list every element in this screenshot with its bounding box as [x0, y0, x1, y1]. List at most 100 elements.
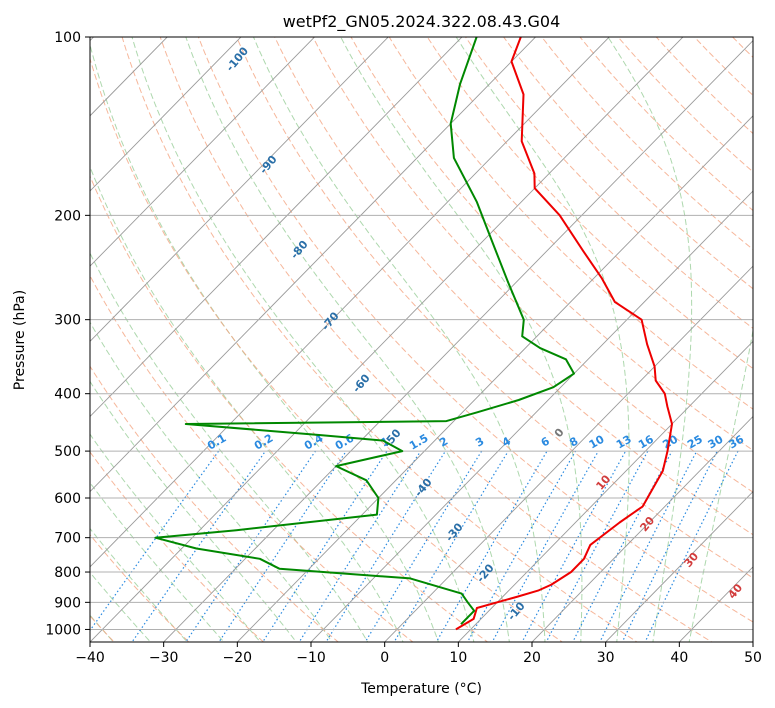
mixing-ratio-label: 30 [706, 432, 726, 451]
temperature-profile [455, 37, 673, 631]
dry-adiabat-line [731, 37, 753, 59]
dry-adiabat-line [121, 37, 638, 642]
x-tick-label: 10 [449, 650, 467, 666]
dry-adiabat-label: -20 [474, 561, 497, 585]
y-tick-label: 500 [54, 444, 81, 460]
dry-adiabat-label: -40 [412, 476, 435, 500]
mixing-ratio-line [466, 450, 577, 642]
dry-adiabat-line [197, 37, 753, 623]
x-axis-ticks: −40 −30 −20 −10 0 10 20 30 40 50 [75, 642, 762, 666]
moist-adiabat-line [252, 37, 546, 642]
moist-adiabat-label: 10 [593, 472, 613, 492]
moist-adiabat-line [131, 37, 475, 642]
x-tick-label: 50 [744, 650, 762, 666]
moist-adiabat-label: 40 [725, 581, 745, 601]
x-tick-label: −10 [296, 650, 326, 666]
mixing-ratio-line [218, 450, 347, 642]
isobars [90, 37, 753, 630]
y-tick-label: 1000 [45, 622, 81, 638]
dry-adiabat-line [90, 274, 414, 642]
isotherm-line [90, 37, 463, 418]
moist-adiabat-line [90, 321, 333, 642]
dry-adiabat-line [159, 37, 713, 642]
isotherm-line [605, 491, 753, 642]
moist-adiabat-line [90, 527, 188, 642]
moist-adiabat-label: 0 [552, 426, 567, 440]
moist-adiabats [90, 37, 753, 642]
isotherm-line [752, 641, 753, 642]
mixing-ratio-label: 0.2 [252, 432, 275, 453]
chart-title: wetPf2_GN05.2024.322.08.43.G04 [283, 12, 561, 32]
moist-adiabat-line [90, 42, 440, 642]
moist-adiabat-line [90, 433, 261, 642]
y-axis-title: Pressure (hPa) [12, 290, 28, 390]
mixing-ratio-line [90, 450, 220, 632]
skewed-isotherms [90, 37, 753, 642]
y-tick-label: 900 [54, 595, 81, 611]
dewpoint-profile [154, 37, 575, 625]
dry-adiabat-line [744, 10, 775, 654]
mixing-ratio-line [545, 450, 649, 642]
x-tick-label: −40 [75, 650, 105, 666]
moist-adiabat-line [455, 37, 630, 642]
dry-adiabat-label: -30 [443, 520, 466, 544]
isotherm-line [163, 39, 753, 642]
y-tick-label: 600 [54, 491, 81, 507]
isotherm-line [384, 265, 753, 642]
plot-frame [89, 36, 754, 643]
moist-adiabat-line [90, 165, 404, 642]
background-lines [90, 10, 775, 654]
isotherm-line [90, 37, 389, 342]
moist-adiabat-line [90, 571, 152, 642]
isotherm-line [236, 115, 753, 642]
dry-adiabat-label: -80 [288, 238, 311, 262]
moist-adiabat-line [340, 37, 583, 642]
dry-adiabat-line [90, 451, 265, 642]
dry-adiabat-label: -100 [223, 44, 251, 74]
dry-adiabat-line [274, 37, 753, 536]
moist-adiabat-label: 30 [681, 550, 701, 570]
isotherm-line [90, 37, 537, 493]
y-axis-ticks: 100 200 300 400 500 600 700 800 900 1000 [45, 30, 90, 638]
dry-adiabat-line [579, 37, 753, 212]
x-tick-label: −20 [223, 650, 253, 666]
dry-adiabat-line [90, 365, 340, 642]
isotherm-line [90, 37, 684, 642]
mixing-ratio-label: 8 [567, 435, 580, 450]
isotherm-line [310, 190, 753, 642]
mixing-ratio-label: 25 [685, 433, 705, 452]
dry-adiabat-label: -90 [257, 153, 280, 177]
mixing-ratio-line [435, 450, 548, 642]
moist-adiabat-line [90, 251, 369, 642]
y-tick-label: 700 [54, 531, 81, 547]
dry-adiabat-label: -60 [350, 371, 373, 395]
dry-adiabat-line [388, 37, 753, 410]
x-axis-title: Temperature (°C) [360, 681, 482, 697]
dry-adiabat-line [90, 175, 489, 642]
isotherm-line [90, 37, 242, 192]
dry-adiabat-line [312, 37, 753, 493]
dry-adiabats [90, 10, 775, 654]
moist-adiabat-line [90, 380, 297, 642]
dry-adiabat-line [90, 533, 190, 642]
isotherm-line [90, 37, 610, 568]
sounding-profiles [154, 37, 673, 631]
mixing-ratio-label: 1.5 [407, 432, 430, 453]
mixing-ratio-line [185, 450, 316, 642]
x-tick-label: 40 [670, 650, 688, 666]
y-tick-label: 400 [54, 387, 81, 403]
x-tick-label: 30 [597, 650, 615, 666]
x-tick-label: 20 [523, 650, 541, 666]
x-tick-label: −30 [149, 650, 179, 666]
mixing-ratio-line [298, 450, 422, 642]
moist-adiabat-line [185, 37, 510, 642]
moist-adiabat-line [90, 481, 225, 642]
mixing-ratio-label: 16 [636, 432, 656, 451]
y-tick-label: 100 [54, 30, 81, 46]
isotherm-line [531, 415, 753, 642]
isotherm-line [457, 340, 753, 642]
dry-adiabat-line [502, 37, 753, 290]
y-tick-label: 300 [54, 313, 81, 329]
mixing-ratio-label: 3 [473, 435, 486, 450]
